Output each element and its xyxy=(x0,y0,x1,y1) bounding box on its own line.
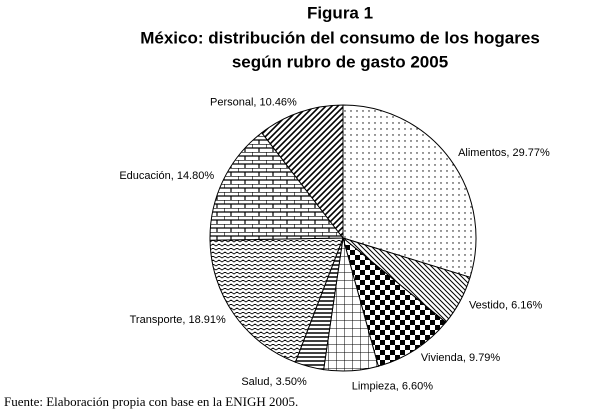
slice-label: Personal, 10.46% xyxy=(210,97,297,109)
source-note: Fuente: Elaboración propia con base en l… xyxy=(4,394,298,409)
slice-label: Limpieza, 6.60% xyxy=(352,381,434,393)
pie-slice xyxy=(261,104,344,240)
pie-slice xyxy=(342,236,447,367)
chart-title: Figura 1 xyxy=(307,3,373,22)
pie-slice xyxy=(209,237,344,363)
slice-label: Alimentos, 29.77% xyxy=(458,147,550,159)
slice-label: Vivienda, 9.79% xyxy=(421,352,501,364)
slice-label: Educación, 14.80% xyxy=(119,170,214,182)
pie-slice xyxy=(342,104,477,278)
slice-label: Transporte, 18.91% xyxy=(130,314,226,326)
chart-subtitle: según rubro de gasto 2005 xyxy=(232,52,448,71)
pie-slice xyxy=(209,132,345,241)
slice-label: Salud, 3.50% xyxy=(241,376,307,388)
slice-label: Vestido, 6.16% xyxy=(469,300,543,312)
chart-subtitle: México: distribución del consumo de los … xyxy=(140,28,540,47)
